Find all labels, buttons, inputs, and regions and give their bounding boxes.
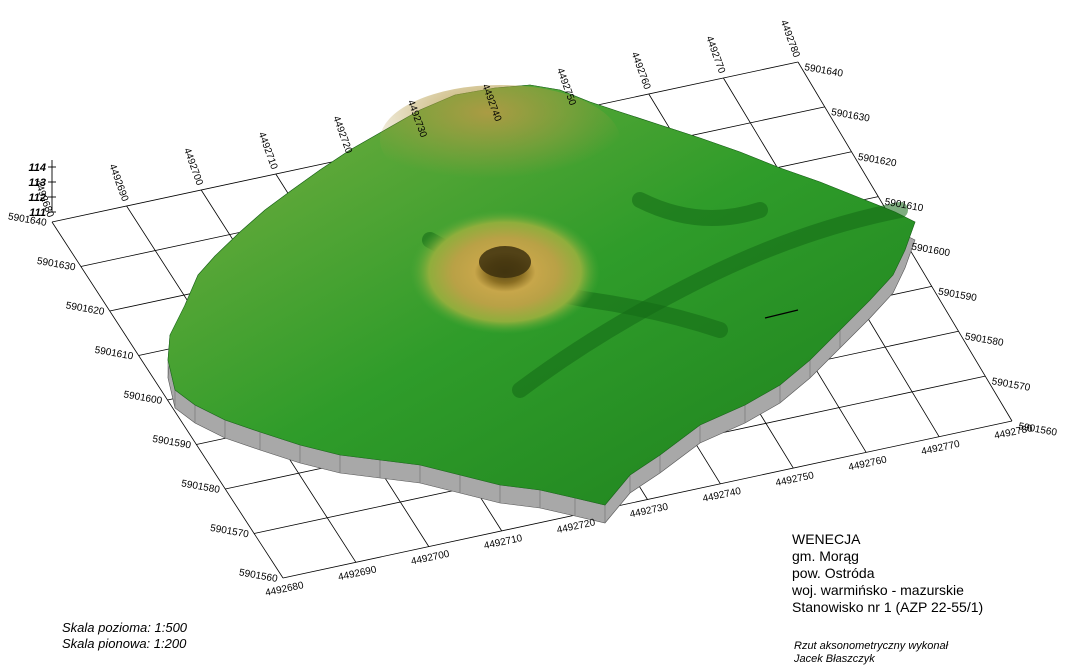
z-tick-label: 113: [28, 177, 46, 189]
valley-channel: [512, 202, 908, 398]
y-tick-label-right: 5901590: [937, 286, 978, 304]
scale-info: Skala pozioma: 1:500 Skala pionowa: 1:20…: [62, 620, 187, 652]
grid-line-y: [282, 420, 1013, 579]
x-tick-label-bottom: 4492770: [920, 439, 961, 458]
mound-crater: [479, 246, 531, 278]
y-tick-label-left: 5901590: [152, 434, 193, 452]
y-tick-label-right: 5901600: [910, 242, 951, 260]
x-tick-label-top: 4492690: [106, 163, 130, 204]
y-tick-label-left: 5901620: [65, 300, 106, 318]
scale-vertical: Skala pionowa: 1:200: [62, 636, 187, 651]
y-tick-label-left: 5901580: [180, 478, 221, 496]
y-tick-label-left: 5901560: [238, 567, 279, 585]
y-tick-label-left: 5901630: [36, 256, 77, 274]
y-tick-label-left: 5901610: [94, 345, 135, 363]
z-tick-label: 111: [29, 207, 46, 219]
y-tick-label-right: 5901620: [857, 152, 898, 170]
surface-mark: [764, 309, 799, 319]
y-tick-label-right: 5901640: [803, 62, 844, 80]
terrain-surface: [167, 84, 916, 506]
y-tick-label-right: 5901630: [830, 107, 871, 125]
ridge-highlight: [380, 85, 620, 195]
y-tick-label-left: 5901570: [209, 523, 250, 541]
site-name: WENECJA: [792, 531, 861, 547]
z-tick-label: 112: [28, 192, 46, 204]
y-tick-label-left: 5901600: [123, 389, 164, 407]
scale-horizontal: Skala pozioma: 1:500: [62, 620, 188, 635]
site-info: WENECJA gm. Morąg pow. Ostróda woj. warm…: [792, 531, 983, 616]
x-tick-label-top: 4492760: [629, 51, 653, 92]
x-tick-label-bottom: 4492710: [483, 533, 524, 552]
z-tick-label: 114: [28, 162, 46, 174]
credit-line-1: Rzut aksonometryczny wykonał: [794, 640, 949, 652]
valley-channel: [632, 192, 768, 226]
x-tick-label-bottom: 4492690: [337, 564, 378, 583]
credit-line-2: Jacek Błaszczyk: [794, 653, 875, 665]
x-tick-label-top: 4492770: [703, 35, 727, 76]
y-tick-label-right: 5901580: [964, 331, 1005, 349]
x-tick-label-bottom: 4492700: [410, 549, 451, 568]
x-tick-label-top: 4492720: [330, 115, 354, 156]
y-tick-label-right: 5901560: [1017, 421, 1058, 439]
x-tick-label-top: 4492780: [778, 19, 802, 60]
x-tick-label-top: 4492700: [181, 147, 205, 188]
x-tick-label-bottom: 4492720: [556, 517, 597, 536]
site-stanowisko: Stanowisko nr 1 (AZP 22-55/1): [792, 599, 984, 615]
credit-info: Rzut aksonometryczny wykonał Jacek Błasz…: [794, 640, 948, 666]
x-tick-label-top: 4492710: [256, 131, 280, 172]
y-tick-label-right: 5901570: [991, 376, 1032, 394]
x-tick-label-bottom: 4492760: [847, 454, 888, 473]
x-tick-label-bottom: 4492740: [702, 486, 743, 505]
site-wojewodztwo: woj. warmińsko - mazurskie: [792, 582, 964, 598]
x-tick-label-bottom: 4492750: [775, 470, 816, 489]
x-tick-label-bottom: 4492730: [629, 502, 670, 521]
site-powiat: pow. Ostróda: [792, 565, 875, 581]
site-gmina: gm. Morąg: [792, 548, 859, 564]
